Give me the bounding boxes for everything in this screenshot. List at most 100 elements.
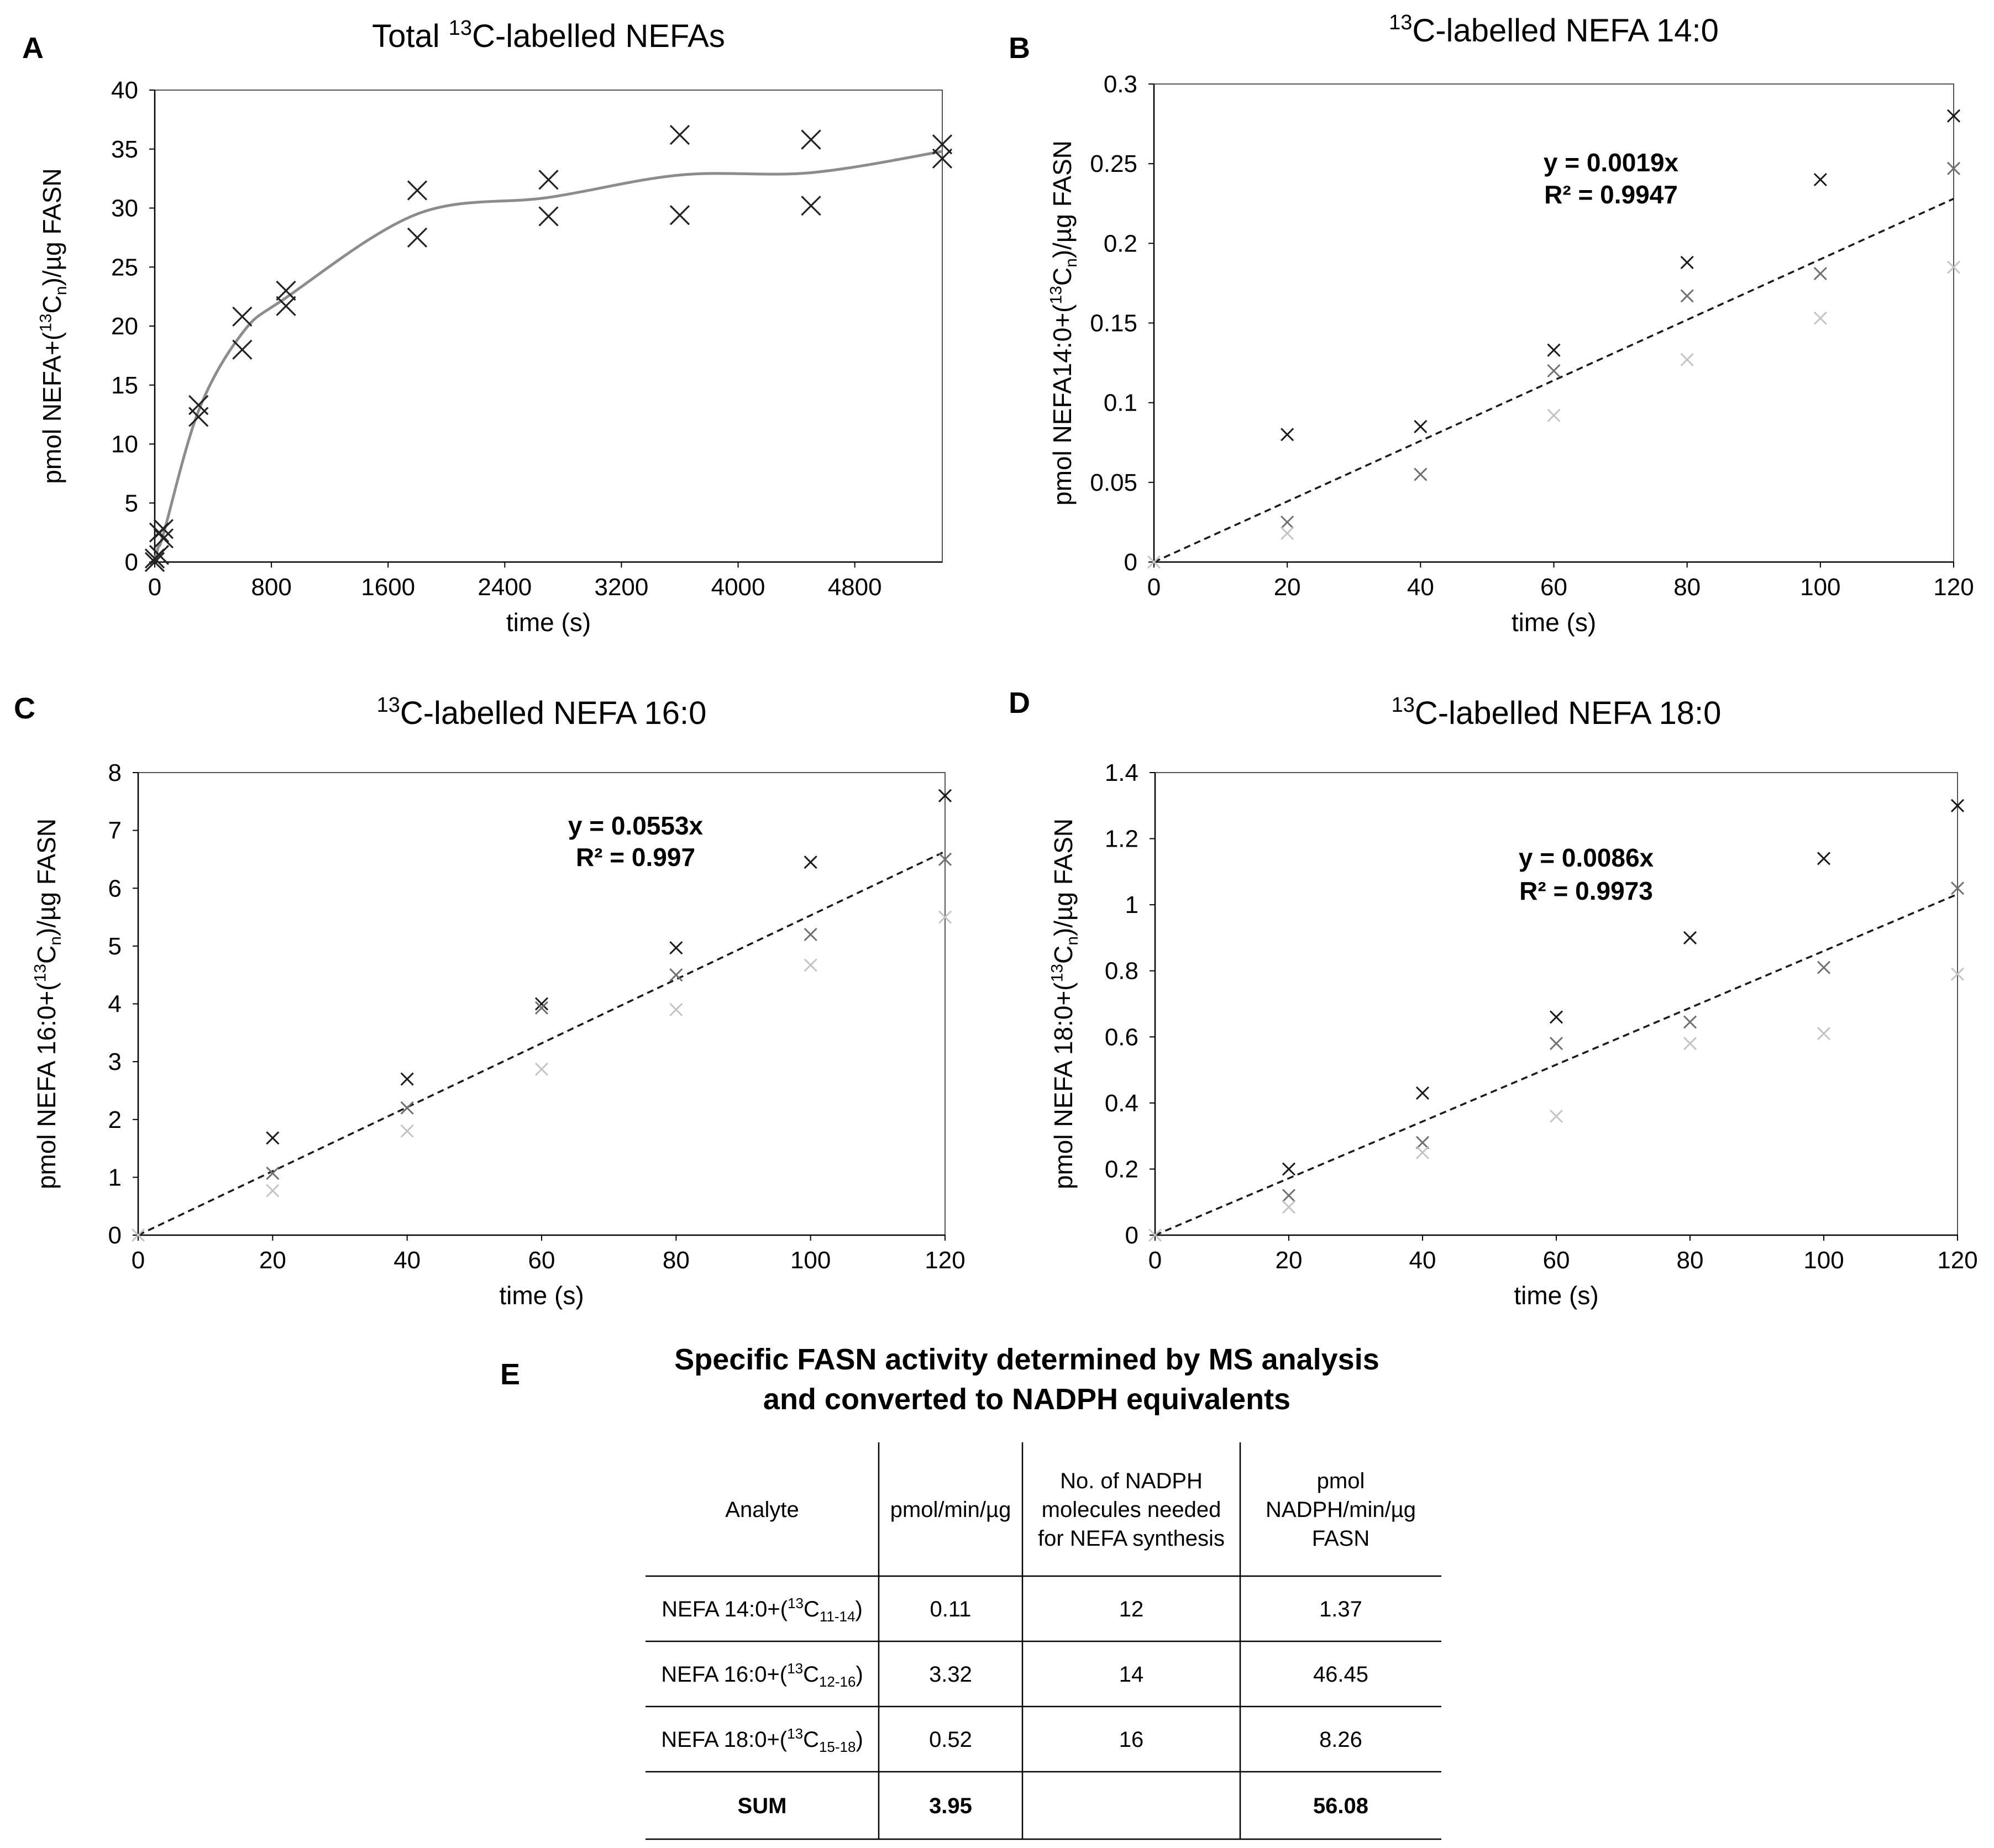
x-tick-label: 100 (1800, 574, 1840, 601)
data-point (266, 1184, 280, 1198)
y-tick-label: 0 (1125, 1222, 1138, 1249)
data-point (534, 1001, 549, 1015)
table-panel-e: E Specific FASN activity determined by MS… (500, 1343, 1441, 1840)
y-axis-label: pmol NEFA 16:0+(13Cn)/µg FASN (32, 818, 65, 1189)
data-point (1547, 408, 1561, 422)
data-point (669, 205, 690, 225)
y-tick-label: 0 (108, 1222, 122, 1249)
y-tick-label: 3 (108, 1048, 122, 1075)
y-tick-label: 1 (1125, 891, 1138, 918)
data-point (276, 280, 296, 301)
y-tick-label: 1 (108, 1164, 122, 1191)
data-point (276, 296, 296, 316)
data-point (266, 1166, 280, 1180)
x-tick-label: 0 (1147, 574, 1161, 601)
x-tick-label: 80 (663, 1247, 690, 1274)
table-cell-nadph-rate: 8.26 (1319, 1728, 1362, 1752)
y-tick-label: 8 (108, 759, 122, 786)
data-point (1414, 468, 1428, 481)
chart-panel-a: A 0 800 1600 2400 3200 4000 4800 0 5 10 15 20 25 30 35 4… (22, 17, 953, 637)
data-point (1415, 1146, 1430, 1159)
x-tick-label: 0 (1148, 1247, 1162, 1274)
table-sum-nadph-rate: 56.08 (1313, 1794, 1368, 1818)
data-point (801, 129, 821, 150)
y-tick-label: 0.3 (1104, 71, 1137, 98)
y-tick-label: 30 (111, 195, 138, 222)
x-axis-label: time (s) (1514, 1281, 1598, 1310)
data-point (669, 941, 683, 955)
data-point (266, 1131, 280, 1145)
y-tick-label: 4 (108, 991, 122, 1018)
data-point (1148, 1228, 1162, 1242)
data-point (400, 1101, 414, 1115)
table-cell-analyte: NEFA 14:0+(13C11-14) (662, 1595, 863, 1625)
table-cell-rate: 3.32 (929, 1662, 972, 1687)
x-tick-label: 80 (1673, 574, 1701, 601)
data-point (1950, 881, 1965, 895)
x-tick-label: 40 (393, 1247, 421, 1274)
y-tick-label: 5 (125, 490, 138, 517)
x-tick-label: 20 (259, 1247, 286, 1274)
data-point (1415, 1086, 1430, 1100)
data-point (1817, 960, 1831, 974)
data-point (804, 855, 817, 869)
x-tick-label: 60 (528, 1247, 555, 1274)
y-tick-label: 0.05 (1090, 469, 1137, 496)
trendline-equation: y = 0.0019x (1544, 148, 1679, 177)
table-cell-nadph-molecules: 14 (1119, 1662, 1144, 1687)
y-tick-label: 1.4 (1105, 759, 1138, 786)
y-tick-label: 7 (108, 817, 122, 844)
table-sum-row: SUM 3.95 56.08 (738, 1794, 1369, 1818)
data-point (407, 180, 428, 201)
data-point (932, 134, 953, 155)
trendline (138, 851, 946, 1236)
series-3 (1148, 967, 1965, 1242)
y-tick-label: 0.2 (1104, 230, 1137, 257)
table-header-cell: Analyte (725, 1498, 799, 1522)
x-axis-label: time (s) (1512, 608, 1596, 637)
data-point (1547, 343, 1561, 357)
table-row: NEFA 18:0+(13C15-18) 0.52 16 8.26 (661, 1725, 1362, 1755)
data-point (232, 339, 253, 360)
data-point (1282, 1189, 1296, 1203)
data-point (1950, 799, 1965, 812)
chart-panel-c: C 0 20 40 60 80 100 120 0 1 2 3 4 5 6 7 8 13C-labelled NE… (14, 692, 965, 1310)
y-tick-label: 0 (125, 549, 138, 576)
x-tick-label: 800 (251, 574, 291, 601)
data-point (1683, 1037, 1697, 1051)
y-tick-label: 0.15 (1090, 310, 1137, 337)
trendline (1153, 198, 1954, 563)
y-tick-label: 25 (111, 254, 138, 281)
panel-letter-a: A (22, 32, 44, 65)
data-point (938, 852, 952, 867)
data-point (1946, 161, 1961, 175)
y-tick-label: 10 (111, 431, 138, 458)
table-title-line-1: Specific FASN activity determined by MS … (674, 1343, 1379, 1376)
y-axis-label: pmol NEFA+(13Cn)/µg FASN (37, 168, 71, 484)
x-tick-label: 60 (1540, 574, 1567, 601)
x-axis-label: time (s) (499, 1281, 584, 1310)
data-point (1414, 419, 1428, 433)
x-tick-label: 0 (132, 1247, 145, 1274)
data-point (1549, 1109, 1563, 1123)
y-tick-label: 0.1 (1104, 390, 1137, 417)
data-point (801, 196, 821, 216)
data-point (131, 1228, 145, 1242)
data-point (1813, 172, 1827, 187)
table-cell-analyte: NEFA 16:0+(13C12-16) (661, 1660, 863, 1690)
data-point (538, 206, 559, 227)
series-2 (144, 148, 953, 573)
x-tick-label: 100 (790, 1247, 831, 1274)
data-point (1549, 1037, 1563, 1051)
trendline-equation: y = 0.0553x (568, 811, 704, 840)
data-point (153, 519, 174, 539)
chart-title: 13C-labelled NEFA 18:0 (1392, 694, 1722, 731)
trendline-r2: R² = 0.9947 (1544, 180, 1678, 209)
table-cell-nadph-rate: 46.45 (1313, 1662, 1368, 1687)
chart-panel-b: B 0 20 40 60 80 100 120 0 0.05 0.1 0.15 0.2 0.25 0.3 13… (1009, 11, 1974, 637)
table-header-cell: pmol/min/µg (890, 1498, 1011, 1522)
y-tick-label: 15 (111, 372, 138, 399)
fit-curve (153, 150, 943, 561)
data-point (938, 789, 952, 802)
